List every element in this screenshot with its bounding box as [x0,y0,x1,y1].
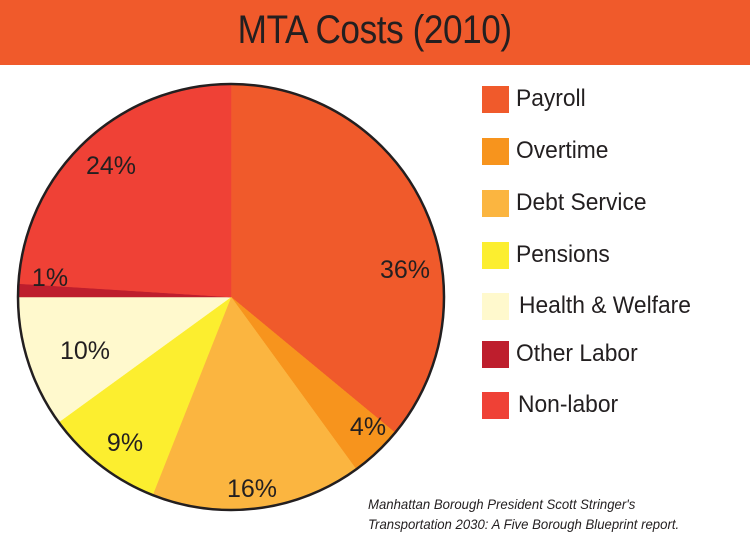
chart-title-text: MTA Costs (2010) [237,8,512,52]
legend-label: Non-labor [518,391,619,418]
slice-label-other-labor: 1% [32,264,68,292]
legend-item-overtime: Overtime [482,137,750,165]
legend-item-pensions: Pensions [482,241,750,269]
legend-swatch [482,293,509,320]
legend-label: Pensions [516,241,610,268]
legend-label: Payroll [516,85,586,112]
legend-item-debt-service: Debt Service [482,189,750,217]
slice-label-overtime: 4% [350,413,386,441]
legend-item-payroll: Payroll [482,85,750,113]
legend-item-non-labor: Non-labor [482,391,750,419]
legend-swatch [482,341,509,368]
source-line-1: Manhattan Borough President Scott String… [368,496,636,512]
slice-label-health-welfare: 10% [60,337,110,365]
legend-label: Debt Service [516,189,647,216]
title-bar [0,0,750,65]
slice-label-payroll: 36% [380,256,430,284]
slice-label-non-labor: 24% [86,152,136,180]
legend-swatch [482,190,509,217]
legend-label: Overtime [516,137,609,164]
legend-swatch [482,86,509,113]
legend-swatch [482,242,509,269]
legend-label: Other Labor [516,340,638,367]
legend-swatch [482,138,509,165]
legend-swatch [482,392,509,419]
legend-item-other-labor: Other Labor [482,340,750,368]
legend-item-health-welfare: Health & Welfare [482,292,750,320]
source-line-2: Transportation 2030: A Five Borough Blue… [368,516,680,532]
legend-label: Health & Welfare [519,292,691,319]
pie-slices [17,83,445,511]
chart-title: MTA Costs (2010) [0,0,750,60]
pie-outline [16,82,446,512]
slice-label-pensions: 9% [107,429,143,457]
source-note: Manhattan Borough President Scott String… [368,494,748,534]
pie-labels: 36% 4% 16% 9% 10% 1% 24% [32,152,430,503]
slice-label-debt-service: 16% [227,475,277,503]
